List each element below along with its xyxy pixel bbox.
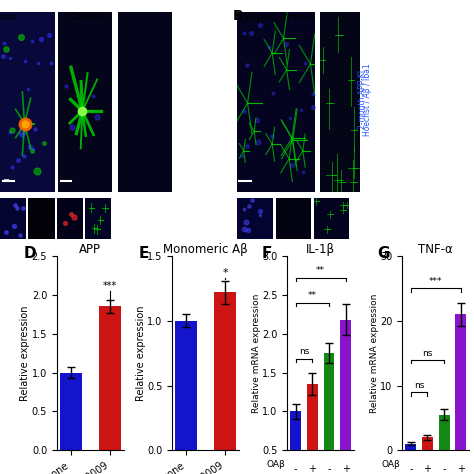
Title: Monomeric Aβ: Monomeric Aβ xyxy=(163,243,248,256)
Text: -: - xyxy=(409,464,412,474)
Text: OAβ: OAβ xyxy=(381,460,400,469)
Text: +: + xyxy=(342,464,350,474)
Text: +: + xyxy=(308,464,316,474)
Text: ns: ns xyxy=(299,347,309,356)
Y-axis label: Relative mRNA expression: Relative mRNA expression xyxy=(370,293,379,413)
Title: APP: APP xyxy=(79,243,101,256)
Bar xyxy=(175,321,197,450)
Bar xyxy=(405,444,416,450)
Text: E: E xyxy=(138,246,149,261)
Bar xyxy=(439,415,449,450)
Bar xyxy=(60,373,82,450)
Text: +: + xyxy=(457,464,465,474)
Text: G: G xyxy=(377,246,389,261)
Bar xyxy=(290,411,301,474)
Bar xyxy=(340,319,351,474)
Bar xyxy=(99,307,121,450)
Title: TNF-α: TNF-α xyxy=(419,243,453,256)
Y-axis label: Relative expression: Relative expression xyxy=(20,305,30,401)
Text: ns: ns xyxy=(414,381,424,390)
Text: +: + xyxy=(423,464,431,474)
Y-axis label: Relative mRNA expression: Relative mRNA expression xyxy=(252,293,261,413)
Text: -: - xyxy=(442,464,446,474)
Text: ous: ous xyxy=(0,12,17,22)
Text: ***: *** xyxy=(429,277,443,286)
Text: 2-month APP-KI: 2-month APP-KI xyxy=(358,70,367,129)
Text: *: * xyxy=(222,268,228,278)
Bar xyxy=(422,438,433,450)
Text: F: F xyxy=(262,246,272,261)
Text: -: - xyxy=(294,464,297,474)
Text: Cortex: Cortex xyxy=(69,12,106,22)
Text: **: ** xyxy=(308,291,317,300)
Text: Hoechst / Aβ / Iba1: Hoechst / Aβ / Iba1 xyxy=(363,63,372,136)
Text: OAβ: OAβ xyxy=(266,460,285,469)
Bar xyxy=(214,292,236,450)
Text: B: B xyxy=(232,9,243,24)
Text: ***: *** xyxy=(103,281,117,291)
Bar xyxy=(324,353,334,474)
Bar xyxy=(456,314,466,450)
Text: ─: ─ xyxy=(3,174,8,183)
Text: **: ** xyxy=(316,266,325,275)
Text: ns: ns xyxy=(422,349,433,358)
Text: -: - xyxy=(327,464,331,474)
Bar xyxy=(307,384,318,474)
Text: D: D xyxy=(23,246,36,261)
Title: IL-1β: IL-1β xyxy=(306,243,335,256)
Y-axis label: Relative expression: Relative expression xyxy=(136,305,146,401)
Text: Hippocampus: Hippocampus xyxy=(239,12,315,22)
